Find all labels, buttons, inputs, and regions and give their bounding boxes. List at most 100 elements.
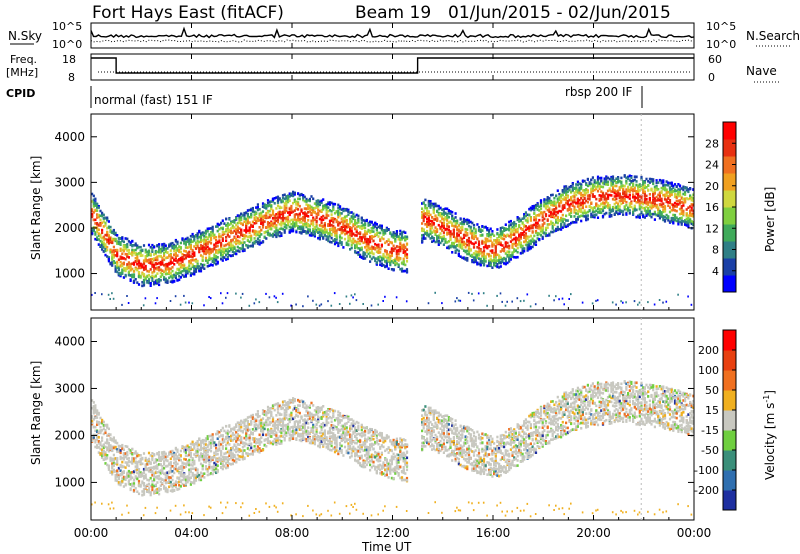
power-cell (523, 223, 526, 227)
power-cell (127, 272, 130, 275)
power-cell (663, 220, 667, 223)
power-cell (235, 239, 238, 243)
power-cell (350, 233, 353, 236)
power-cell (372, 235, 375, 239)
power-cell (620, 176, 623, 180)
power-cell (642, 180, 645, 183)
power-cell (449, 230, 452, 233)
power-cell (459, 218, 462, 221)
power-cell (405, 253, 409, 256)
power-cell (370, 251, 373, 255)
power-cell (144, 297, 147, 300)
power-cell (317, 205, 320, 208)
power-cell (131, 239, 134, 243)
power-cell (467, 243, 471, 246)
power-cell (519, 243, 522, 247)
power-cell (521, 249, 524, 253)
power-cell (457, 243, 460, 246)
power-cell (225, 247, 228, 251)
power-cell (511, 233, 514, 236)
power-cell (437, 223, 440, 227)
power-cell (504, 243, 507, 246)
power-cell (178, 248, 181, 252)
power-cell (400, 238, 404, 241)
power-cell (137, 259, 141, 263)
power-cell (181, 253, 184, 256)
power-cell (477, 240, 481, 243)
power-cell (670, 209, 673, 212)
power-cell (158, 243, 161, 246)
power-cell (516, 246, 519, 250)
power-cell (151, 265, 154, 268)
power-cell (434, 230, 437, 234)
power-cell (402, 251, 405, 254)
power-cell (668, 206, 672, 209)
power-cell (285, 216, 288, 220)
power-cell (238, 218, 241, 222)
power-cell (583, 215, 586, 218)
power-cell (436, 217, 439, 221)
power-cell (268, 224, 271, 228)
power-cell (253, 232, 256, 236)
power-cell (528, 235, 531, 239)
power-cell (357, 251, 360, 255)
power-cell (680, 209, 683, 212)
power-cell (101, 231, 104, 235)
power-cell (233, 221, 236, 224)
power-cell (127, 248, 130, 252)
power-cell (617, 177, 620, 181)
power-cell (275, 213, 278, 216)
power-cell (94, 197, 97, 201)
power-cell (657, 214, 660, 217)
power-cell (357, 232, 360, 235)
power-cell (638, 213, 641, 216)
power-cell (302, 225, 305, 229)
power-cell (236, 239, 239, 243)
power-cell (111, 250, 114, 254)
power-cell (426, 231, 429, 235)
power-cell (439, 241, 442, 245)
power-cell (256, 230, 259, 234)
power-cell (623, 206, 626, 209)
power-cell (288, 199, 291, 202)
power-cell (622, 196, 625, 199)
power-cell (322, 206, 325, 210)
power-cell (663, 198, 667, 201)
power-cell (121, 268, 124, 272)
power-cell (426, 209, 429, 213)
power-cell (216, 229, 219, 233)
power-cell (164, 263, 167, 266)
power-cell (189, 238, 192, 241)
power-cell (117, 273, 120, 277)
power-cell (280, 220, 283, 224)
power-cell (496, 253, 499, 257)
power-cell (617, 202, 620, 206)
power-cell (479, 252, 482, 255)
power-cell (447, 215, 450, 219)
power-cell (561, 217, 564, 221)
power-cell (298, 218, 301, 221)
power-cell (276, 199, 280, 202)
power-cell (317, 202, 320, 206)
power-cell (111, 253, 114, 257)
power-cell (662, 179, 665, 182)
power-cell (501, 226, 504, 229)
power-cell (228, 229, 231, 233)
power-cell (429, 213, 432, 217)
power-cell (91, 212, 94, 216)
power-cell (658, 196, 661, 200)
power-cell (241, 249, 244, 253)
power-cell (260, 241, 263, 245)
power-cell (156, 255, 159, 258)
power-cell (561, 220, 564, 223)
power-cell (330, 209, 333, 213)
power-cell (672, 213, 675, 217)
power-cell (164, 272, 167, 276)
power-cell (662, 301, 664, 304)
power-cell (481, 229, 484, 232)
power-cell (563, 186, 566, 190)
power-cell (126, 237, 129, 241)
power-cell (136, 246, 139, 250)
power-cell (193, 258, 196, 262)
power-cell (467, 252, 471, 256)
